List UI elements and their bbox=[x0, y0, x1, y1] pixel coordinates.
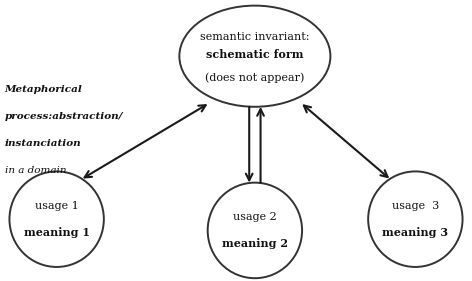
Text: usage 2: usage 2 bbox=[233, 212, 277, 222]
Text: usage 1: usage 1 bbox=[35, 201, 78, 211]
Text: instanciation: instanciation bbox=[5, 139, 81, 148]
Text: process:abstraction/: process:abstraction/ bbox=[5, 112, 123, 121]
Text: semantic invariant:: semantic invariant: bbox=[200, 31, 310, 42]
Text: meaning 3: meaning 3 bbox=[382, 227, 448, 238]
Text: usage  3: usage 3 bbox=[392, 201, 439, 211]
Text: meaning 2: meaning 2 bbox=[222, 238, 288, 249]
Text: in a domain: in a domain bbox=[5, 166, 66, 175]
Text: Metaphorical: Metaphorical bbox=[5, 85, 83, 94]
Text: (does not appear): (does not appear) bbox=[205, 72, 304, 83]
Text: schematic form: schematic form bbox=[206, 49, 303, 60]
Text: meaning 1: meaning 1 bbox=[24, 227, 90, 238]
